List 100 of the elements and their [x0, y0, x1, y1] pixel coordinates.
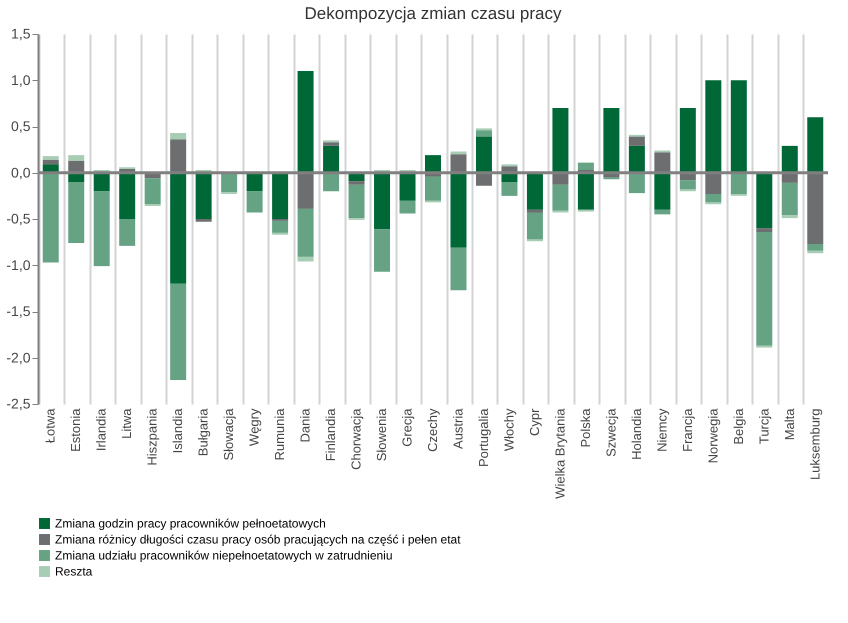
bar	[94, 191, 110, 266]
bar	[552, 184, 568, 211]
x-tick-label: Słowenia	[374, 408, 390, 462]
bar	[298, 71, 314, 173]
x-tick-label: Finlandia	[323, 408, 338, 462]
bar	[246, 191, 263, 213]
y-tick-label: 1,5	[11, 26, 31, 42]
x-tick-label: Szwecja	[603, 408, 618, 457]
bar	[450, 151, 466, 154]
x-tick-label: Chorwacja	[348, 408, 364, 470]
x-tick-label: Cypr	[526, 408, 542, 436]
x-tick-label: Wielka Brytania	[552, 408, 568, 499]
bar	[425, 176, 441, 200]
bar	[425, 155, 441, 173]
x-tick-label: Węgry	[246, 408, 262, 446]
bar	[94, 172, 110, 192]
bar	[400, 200, 416, 214]
bar	[628, 146, 645, 173]
bar	[68, 182, 84, 244]
bar	[476, 130, 492, 137]
bar	[196, 219, 212, 222]
y-tick-label: -1,0	[6, 256, 31, 273]
bar	[170, 132, 186, 140]
x-tick-label: Łotwa	[42, 408, 58, 444]
x-tick-label: Norwegia	[705, 408, 720, 464]
bar	[654, 152, 670, 173]
bar	[526, 210, 543, 213]
x-tick-label: Hiszpania	[144, 408, 160, 466]
bar	[400, 172, 416, 200]
x-tick-label: Rumunia	[272, 408, 288, 461]
bar	[119, 219, 136, 246]
bar	[374, 229, 390, 272]
y-tick-label: 0,0	[11, 164, 31, 180]
y-tick-label: -1,5	[6, 303, 31, 319]
legend-label: Zmiana godzin pracy pracowników pełnoetatowych	[55, 516, 326, 530]
x-tick-label: Dania	[298, 408, 313, 442]
bar	[628, 136, 645, 146]
x-tick-label: Holandia	[628, 408, 644, 460]
bar	[119, 172, 136, 219]
bar	[756, 228, 772, 232]
bar	[501, 182, 518, 196]
bar	[705, 194, 722, 202]
bar	[170, 172, 186, 284]
bar	[476, 136, 492, 173]
bar	[807, 244, 824, 250]
bar	[170, 284, 186, 380]
bar	[526, 172, 543, 210]
legend-label: Zmiana różnicy długości czasu pracy osób pracujących na część i pełen etat	[55, 532, 462, 546]
bar	[730, 172, 747, 194]
y-tick-label: 0,5	[11, 118, 31, 134]
x-tick-label: Francja	[680, 408, 695, 452]
bar	[323, 142, 340, 146]
bar	[680, 108, 696, 173]
bar	[807, 250, 824, 254]
bar	[450, 154, 466, 173]
bar	[144, 178, 161, 204]
y-tick-label: 1,0	[11, 72, 31, 88]
x-tick-label: Islandia	[170, 408, 186, 454]
x-tick-label: Malta	[782, 408, 797, 440]
x-tick-label: Słowacja	[221, 408, 236, 461]
bar	[807, 117, 824, 173]
bar	[68, 155, 84, 161]
y-tick-label: -2,5	[6, 396, 31, 412]
x-tick-label: Luksemburg	[807, 408, 822, 480]
x-tick-label: Włochy	[501, 408, 516, 452]
bar	[298, 208, 314, 257]
x-tick-label: Irlandia	[94, 408, 109, 452]
bar	[170, 139, 186, 173]
bar	[730, 80, 747, 173]
bar	[578, 162, 594, 170]
bar	[323, 146, 340, 173]
x-tick-label: Belgia	[730, 408, 746, 445]
bar	[782, 182, 798, 216]
x-tick-label: Portugalia	[476, 408, 491, 468]
bar	[196, 172, 212, 219]
x-tick-label: Niemcy	[654, 408, 670, 452]
bar	[782, 215, 798, 218]
bar	[450, 248, 466, 290]
bar	[323, 172, 340, 192]
bar	[654, 172, 670, 210]
chart-title: Dekompozycja zmian czasu pracy	[304, 4, 562, 23]
bar	[272, 220, 288, 233]
bar	[603, 108, 620, 173]
bar	[374, 172, 390, 230]
bar	[272, 172, 288, 219]
bar	[782, 146, 798, 173]
bar	[348, 181, 365, 185]
x-tick-label: Turcja	[756, 408, 772, 444]
bar	[705, 172, 722, 194]
bar	[42, 160, 59, 164]
bar	[705, 80, 722, 173]
bar	[680, 180, 696, 190]
x-tick-label: Bułgaria	[196, 408, 211, 456]
bar	[42, 156, 59, 160]
y-tick-label: -2,0	[6, 349, 31, 366]
x-tick-label: Grecja	[400, 408, 415, 447]
bar	[298, 256, 314, 262]
bar	[807, 172, 824, 244]
bar	[578, 172, 594, 210]
bar	[348, 184, 365, 218]
